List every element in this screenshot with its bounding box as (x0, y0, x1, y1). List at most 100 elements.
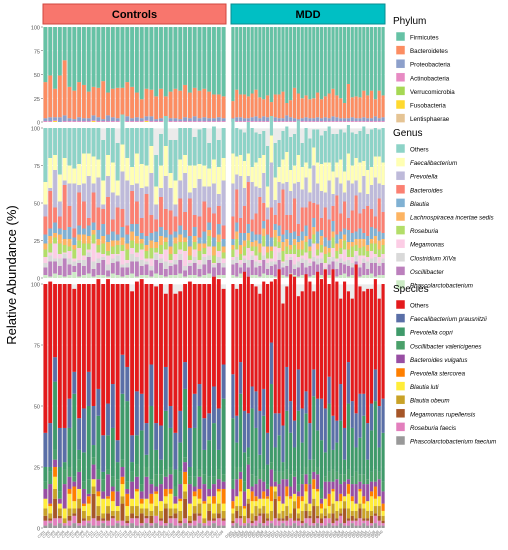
bar-segment (120, 227, 125, 238)
bar-segment (101, 518, 106, 521)
bar-segment (242, 206, 247, 233)
bar-segment (207, 121, 212, 122)
bar-segment (178, 128, 183, 160)
bar-segment (258, 266, 262, 277)
bar-segment (110, 88, 115, 118)
bar-segment (57, 275, 62, 278)
bar-segment (343, 264, 347, 274)
bar-segment (91, 222, 96, 230)
legend-label: Prevotella stercorea (410, 371, 466, 378)
bar-segment (231, 479, 235, 489)
x-tick-label: DS20 (298, 530, 307, 539)
bar-segment (91, 230, 96, 235)
bar-segment (292, 165, 297, 184)
bar-segment (300, 442, 304, 475)
bar-segment (130, 273, 135, 278)
bar-segment (343, 132, 347, 172)
bar-segment (304, 413, 308, 467)
bar-segment (173, 264, 178, 275)
bar-segment (168, 173, 173, 188)
bar-segment (115, 27, 120, 88)
bar-segment (130, 128, 135, 167)
bar-segment (316, 488, 320, 492)
bar-segment (106, 435, 110, 470)
bar-segment (239, 273, 243, 278)
bar-segment (96, 252, 101, 259)
bar-segment (168, 467, 173, 475)
bar-segment (101, 479, 106, 492)
bar-segment (48, 503, 53, 507)
bar-segment (354, 503, 358, 511)
bar-segment (82, 510, 86, 519)
bar-segment (72, 393, 77, 477)
bar-segment (231, 418, 235, 480)
bar-segment (187, 503, 192, 516)
bar-segment (339, 129, 343, 160)
bar-segment (300, 501, 304, 511)
legend-label: Megamonas rupellensis (410, 411, 475, 418)
bar-segment (242, 481, 247, 492)
bar-segment (115, 207, 120, 235)
bar-segment (221, 239, 226, 247)
bar-segment (346, 362, 350, 404)
bar-segment (207, 273, 212, 278)
bar-segment (331, 134, 335, 172)
bar-segment (67, 258, 72, 265)
y-tick-label: 25 (34, 239, 40, 245)
bar-segment (350, 132, 354, 166)
bar-segment (91, 464, 96, 480)
bar-segment (300, 118, 304, 122)
bar-segment (67, 128, 72, 166)
bar-segment (339, 484, 343, 494)
bar-segment (110, 192, 115, 220)
bar-segment (381, 275, 385, 278)
bar-segment (312, 479, 316, 489)
bar-segment (120, 525, 125, 528)
bar-segment (377, 231, 381, 241)
bar-segment (125, 267, 130, 275)
bar-segment (319, 398, 324, 441)
bar-segment (197, 251, 202, 260)
bar-segment (339, 275, 343, 278)
bar-segment (173, 503, 178, 509)
bar-segment (239, 176, 243, 218)
bar-segment (343, 523, 347, 526)
bar-segment (159, 258, 163, 263)
bar-segment (366, 257, 370, 262)
bar-segment (43, 257, 48, 263)
bar-segment (281, 263, 285, 268)
bar-segment (212, 513, 216, 519)
bar-segment (168, 27, 173, 92)
bar-segment (381, 239, 385, 245)
bar-segment (235, 276, 239, 278)
bar-segment (110, 162, 115, 193)
bar-segment (43, 498, 48, 509)
bar-segment (197, 284, 202, 385)
bar-segment (246, 464, 250, 489)
bar-segment (139, 121, 144, 122)
bar-segment (216, 449, 221, 470)
bar-segment (335, 258, 339, 262)
bar-segment (289, 257, 293, 260)
bar-segment (316, 255, 320, 259)
bar-segment (373, 236, 377, 244)
bar-segment (221, 258, 226, 263)
bar-segment (312, 227, 316, 235)
bar-segment (239, 479, 243, 492)
bar-segment (254, 240, 258, 247)
bar-segment (362, 503, 366, 509)
bar-segment (331, 488, 335, 492)
bar-segment (212, 386, 216, 424)
bar-segment (354, 239, 358, 245)
x-tick-label: DS36 (359, 530, 368, 539)
bar-segment (187, 525, 192, 528)
legend-key (395, 381, 406, 391)
x-tick-label: DS22 (305, 530, 314, 539)
bar-segment (308, 99, 312, 119)
bar-segment (173, 243, 178, 254)
bar-segment (254, 234, 258, 241)
bar-segment (377, 520, 381, 526)
facet-strips: Controls MDD (42, 3, 386, 25)
bar-segment (354, 180, 358, 196)
bar-segment (327, 481, 331, 494)
